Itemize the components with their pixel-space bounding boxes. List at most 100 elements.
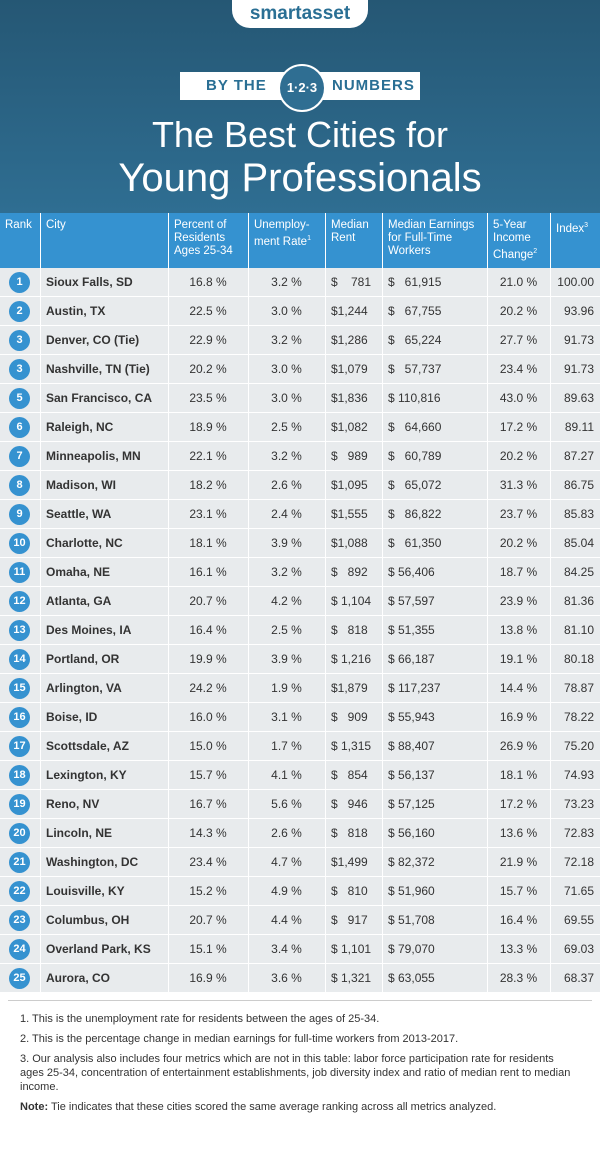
table-cell: 15.0 % xyxy=(189,739,227,753)
col-divider xyxy=(40,442,41,470)
column-header: Index3 xyxy=(550,213,600,268)
col-divider xyxy=(550,616,551,644)
table-cell: $ 51,355 xyxy=(388,623,435,637)
header-line: Rent xyxy=(331,232,356,244)
table-cell: 3.0 % xyxy=(271,304,302,318)
col-divider xyxy=(248,297,249,325)
table-cell: $ 51,960 xyxy=(388,884,435,898)
table-cell: Louisville, KY xyxy=(46,884,125,898)
col-divider xyxy=(168,732,169,760)
header-line: Change2 xyxy=(493,248,538,261)
header-line: Median Earnings xyxy=(388,219,475,231)
table-cell: 18.1 % xyxy=(499,768,538,782)
col-divider xyxy=(168,529,169,557)
col-divider xyxy=(487,297,488,325)
col-divider xyxy=(550,790,551,818)
header-line: City xyxy=(46,219,66,231)
col-divider xyxy=(248,529,249,557)
col-divider xyxy=(168,616,169,644)
table-cell: $1,879 xyxy=(331,681,368,695)
col-divider xyxy=(382,935,383,963)
table-cell: 100.00 xyxy=(557,275,594,289)
header-line: Unemploy- xyxy=(254,219,310,231)
rank-badge: 1 xyxy=(9,272,30,293)
header-line: for Full-Time xyxy=(388,232,453,244)
col-divider xyxy=(382,964,383,992)
table-cell: Omaha, NE xyxy=(46,565,111,579)
col-divider xyxy=(248,819,249,847)
title-line: Young Professionals xyxy=(118,156,482,200)
rank-badge: 9 xyxy=(9,504,30,525)
row-bg xyxy=(0,558,600,586)
table-cell: 16.4 % xyxy=(499,913,538,927)
rank-badge: 18 xyxy=(9,765,30,786)
row-bg xyxy=(0,819,600,847)
table-cell: $ 1,315 xyxy=(331,739,372,753)
col-divider xyxy=(248,761,249,789)
col-divider xyxy=(550,471,551,499)
table-cell: Atlanta, GA xyxy=(46,594,112,608)
table-cell: 16.9 % xyxy=(189,971,227,985)
row-bg xyxy=(0,645,600,673)
header-line: Percent of xyxy=(174,219,227,231)
table-cell: 93.96 xyxy=(563,304,594,318)
col-divider xyxy=(550,355,551,383)
header-line: Ages 25-34 xyxy=(174,245,233,257)
column-header: Unemploy-ment Rate1 xyxy=(248,213,325,268)
table-cell: 69.55 xyxy=(563,913,594,927)
footnote: 3. Our analysis also includes four metri… xyxy=(20,1052,580,1094)
col-divider xyxy=(382,529,383,557)
col-divider xyxy=(40,558,41,586)
table-cell: 87.27 xyxy=(563,449,594,463)
table-cell: $ 65,224 xyxy=(388,333,442,347)
footnote-marker: 3. xyxy=(20,1053,30,1065)
col-divider xyxy=(168,819,169,847)
rank-badge: 2 xyxy=(9,301,30,322)
col-divider xyxy=(382,587,383,615)
table-cell: 26.9 % xyxy=(499,739,538,753)
col-divider xyxy=(487,703,488,731)
rank-badge: 23 xyxy=(9,910,30,931)
header-line: Median xyxy=(331,219,369,231)
table-cell: 23.5 % xyxy=(189,391,227,405)
table-cell: 13.8 % xyxy=(499,623,538,637)
col-divider xyxy=(382,819,383,847)
table-cell: 23.4 % xyxy=(499,362,538,376)
banner-left: BY THE xyxy=(206,77,267,94)
column-header: Median Rent xyxy=(325,213,382,268)
table-cell: 85.83 xyxy=(563,507,594,521)
table-cell: 31.3 % xyxy=(499,478,538,492)
rank-badge: 15 xyxy=(9,678,30,699)
col-divider xyxy=(325,384,326,412)
col-divider xyxy=(40,964,41,992)
table-cell: 13.6 % xyxy=(499,826,538,840)
table-cell: Boise, ID xyxy=(46,710,98,724)
table-cell: 18.7 % xyxy=(499,565,538,579)
table-cell: $ 781 xyxy=(331,275,372,289)
col-divider xyxy=(382,877,383,905)
col-divider xyxy=(550,877,551,905)
table-cell: 4.9 % xyxy=(271,884,302,898)
col-divider xyxy=(325,413,326,441)
col-divider xyxy=(487,877,488,905)
table-cell: 13.3 % xyxy=(499,942,538,956)
row-bg xyxy=(0,297,600,325)
col-divider xyxy=(382,500,383,528)
row-bg xyxy=(0,442,600,470)
table-cell: $ 65,072 xyxy=(388,478,442,492)
col-divider xyxy=(168,645,169,673)
col-divider xyxy=(325,761,326,789)
col-divider xyxy=(168,877,169,905)
table-cell: $ 56,137 xyxy=(388,768,435,782)
col-divider xyxy=(248,964,249,992)
table-cell: Arlington, VA xyxy=(46,681,122,695)
table-cell: $ 66,187 xyxy=(388,652,435,666)
table-cell: 89.11 xyxy=(564,420,594,434)
table-cell: 20.2 % xyxy=(189,362,227,376)
col-divider xyxy=(248,413,249,441)
rank-badge: 11 xyxy=(9,562,30,583)
table-cell: $ 810 xyxy=(331,884,368,898)
col-divider xyxy=(550,529,551,557)
table-cell: 4.4 % xyxy=(271,913,302,927)
table-cell: $ 61,915 xyxy=(388,275,442,289)
